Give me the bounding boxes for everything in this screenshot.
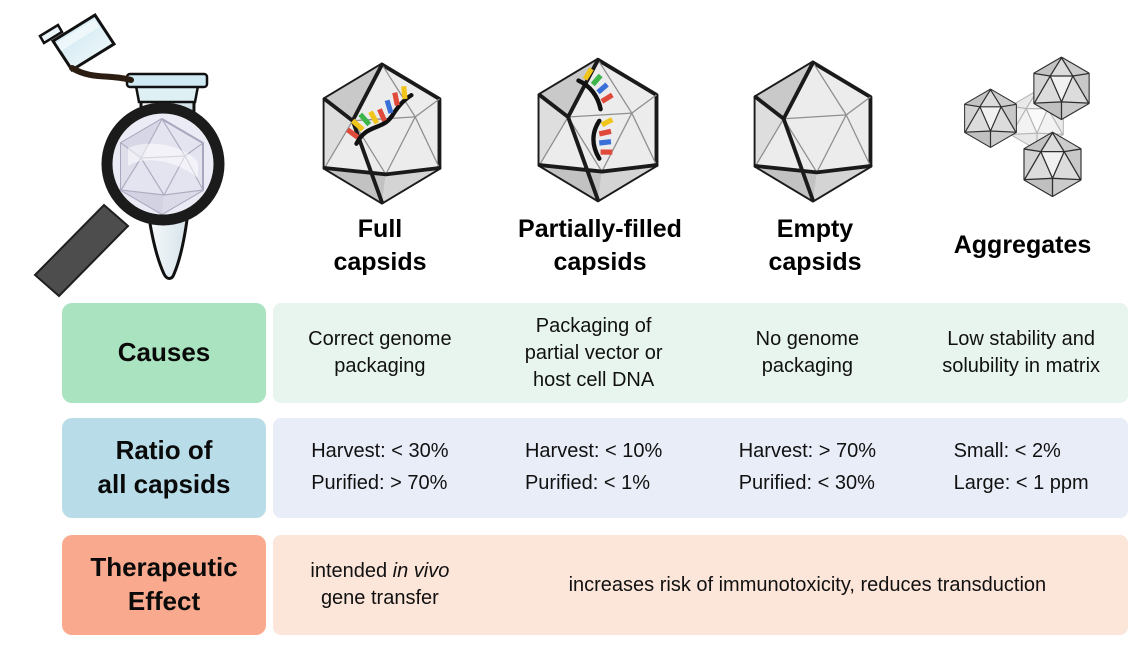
causes-cell-partially-filled: Packaging of partial vector or host cell… <box>524 314 663 391</box>
causes-cell-empty: No genome packaging <box>755 328 860 377</box>
therapeutic-cell-full: intended in vivo gene transfer <box>310 560 450 609</box>
ratio-row: Ratio of all capsids Harvest: < 30% Puri… <box>62 418 1128 518</box>
therapeutic-row: Therapeutic Effect intended in vivo gene … <box>62 535 1128 635</box>
magnifier-ring <box>101 102 225 226</box>
causes-row-label: Causes <box>117 337 211 368</box>
causes-cell-aggregates: Low stability and solubility in matrix <box>942 328 1101 377</box>
causes-row-header: Causes <box>62 303 266 403</box>
empty-capsid-icon <box>749 60 877 203</box>
column-title-partially-filled-capsids: Partially-filled capsids <box>518 215 682 276</box>
ratio-cell-partially-filled: Harvest: < 10% Purified: < 1% <box>524 440 663 494</box>
dna-strand <box>354 93 414 146</box>
column-title-aggregates: Aggregates <box>953 231 1092 259</box>
ratio-row-header: Ratio of all capsids <box>62 418 266 518</box>
dna-fragment <box>591 118 602 161</box>
ratio-row-content: Harvest: < 30% Purified: > 70% Harvest: … <box>273 418 1128 518</box>
causes-cell-full: Correct genome packaging <box>308 328 452 377</box>
causes-row-content: Correct genome packaging Packaging of pa… <box>273 303 1128 403</box>
column-title-full-capsids: Full capsids <box>333 215 427 276</box>
ratio-cell-full: Harvest: < 30% Purified: > 70% <box>311 440 449 494</box>
therapeutic-row-header: Therapeutic Effect <box>62 535 266 635</box>
therapeutic-row-label: Therapeutic Effect <box>90 552 238 616</box>
causes-row: Causes Correct genome packaging Packagin… <box>62 303 1128 403</box>
full-capsid-icon <box>318 62 446 205</box>
aggregates-icon <box>963 56 1090 198</box>
therapeutic-row-content: intended in vivo gene transfer increases … <box>273 535 1128 635</box>
magnifier-handle <box>33 203 130 298</box>
partially-filled-capsid-icon <box>533 57 663 203</box>
column-title-empty-capsids: Empty capsids <box>768 215 862 276</box>
ratio-cell-empty: Harvest: > 70% Purified: < 30% <box>738 440 877 494</box>
ratio-cell-aggregates: Small: < 2% Large: < 1 ppm <box>953 440 1089 494</box>
ratio-row-label: Ratio of all capsids <box>97 435 231 499</box>
tube-magnifier-illustration <box>33 12 225 298</box>
dna-fragment <box>576 78 603 112</box>
therapeutic-cell-merged: increases risk of immunotoxicity, reduce… <box>568 573 1047 596</box>
capsid-in-lens <box>120 118 204 215</box>
tube-lid <box>50 12 117 73</box>
